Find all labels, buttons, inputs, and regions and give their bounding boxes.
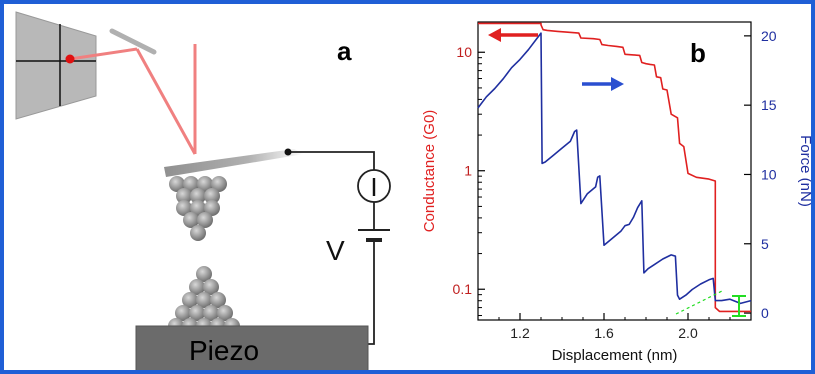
x-axis-label: Displacement (nm) — [552, 347, 678, 364]
sample-atom — [217, 305, 233, 321]
wire-top — [288, 151, 375, 170]
piezo-label: Piezo — [189, 335, 259, 366]
sample-atom-cluster — [168, 266, 240, 334]
tip-atom — [190, 200, 206, 216]
sample-atom — [203, 279, 219, 295]
sample-atom — [182, 292, 198, 308]
sample-atom — [196, 292, 212, 308]
laser-to-detector — [69, 47, 138, 61]
y-tick-label-left: 10 — [456, 44, 472, 60]
tip-atom — [183, 176, 199, 192]
force-arrow-head — [611, 77, 624, 91]
panel-a-label: a — [337, 36, 352, 66]
noise-guide-line — [675, 289, 725, 315]
sample-atom — [196, 266, 212, 282]
tip-atom — [176, 200, 192, 216]
x-tick-label: 1.2 — [510, 325, 530, 341]
x-tick-label: 1.6 — [594, 325, 614, 341]
y-tick-label-left: 1 — [464, 163, 472, 179]
bottom-axis-ticks: 1.2 1.6 2.0 — [477, 313, 752, 341]
sample-atom — [203, 305, 219, 321]
plot-frame — [477, 21, 752, 321]
sample-atom — [175, 305, 191, 321]
laser-spot — [65, 54, 75, 64]
tip-atom — [169, 176, 185, 192]
cantilever — [164, 149, 304, 177]
photodetector — [15, 11, 97, 120]
chart-panel: 0.1 1 10 0 5 10 15 20 1.2 1.6 2.0 Displacement (… — [421, 21, 811, 364]
current-meter-symbol: I — [370, 172, 377, 202]
tip-atom — [197, 176, 213, 192]
y-tick-label-left: 0.1 — [453, 281, 473, 297]
force-series-line — [477, 32, 752, 305]
x-tick-label: 2.0 — [678, 325, 698, 341]
voltage-label: V — [326, 235, 345, 266]
laser-beam — [65, 44, 197, 155]
y-tick-label-right: 10 — [761, 166, 777, 182]
series-layer — [477, 22, 752, 313]
tip-atom — [190, 225, 206, 241]
right-axis-ticks: 0 5 10 15 20 — [744, 28, 777, 321]
tip-atom — [183, 212, 199, 228]
left-axis-ticks: 0.1 1 10 — [453, 44, 485, 317]
tip-atom — [204, 188, 220, 204]
y-tick-label-right: 20 — [761, 28, 777, 44]
sample-atom — [210, 292, 226, 308]
tip-atom-cluster — [169, 176, 227, 241]
laser-reflected — [135, 48, 197, 155]
detector-body — [15, 11, 97, 120]
y-tick-label-right: 5 — [761, 236, 769, 252]
tip-atom — [197, 212, 213, 228]
tip-atom — [190, 188, 206, 204]
y-axis-label-left: Conductance (G0) — [421, 110, 438, 233]
tip-atom — [211, 176, 227, 192]
conductance-series-line — [478, 22, 751, 313]
panel-b-label: b — [690, 38, 706, 68]
y-tick-label-right: 15 — [761, 97, 777, 113]
tip-atom — [176, 188, 192, 204]
annotations — [488, 28, 746, 317]
y-tick-label-right: 0 — [761, 305, 769, 321]
schematic-panel: I V Piezo a — [15, 11, 391, 370]
sample-atom — [189, 305, 205, 321]
y-axis-label-right: Force (nN) — [797, 135, 811, 207]
tip-atom — [204, 200, 220, 216]
conductance-arrow-head — [488, 28, 501, 42]
piezo-block — [135, 325, 369, 370]
mirror — [109, 28, 157, 55]
cantilever-contact — [284, 148, 292, 156]
current-meter — [357, 169, 391, 203]
sample-atom — [189, 279, 205, 295]
